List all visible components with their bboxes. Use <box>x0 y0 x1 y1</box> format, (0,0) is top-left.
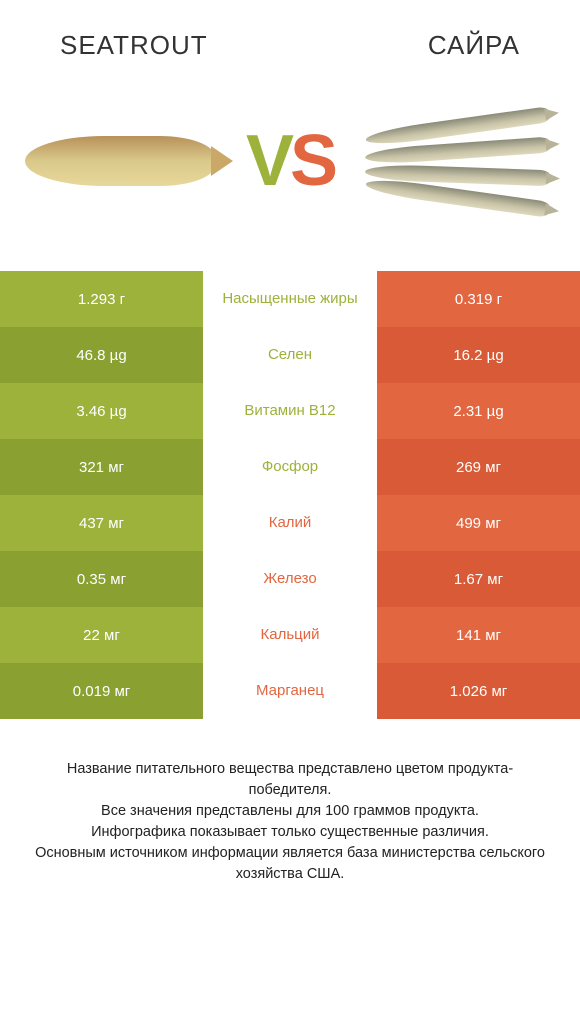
value-left: 437 мг <box>0 495 203 551</box>
value-right: 1.026 мг <box>377 663 580 719</box>
title-right: САЙРА <box>428 30 520 61</box>
footer-notes: Название питательного вещества представл… <box>0 719 580 905</box>
vs-label: VS <box>246 120 334 202</box>
footer-line: Основным источником информации является … <box>30 843 550 885</box>
table-row: 0.35 мгЖелезо1.67 мг <box>0 551 580 607</box>
footer-line: Инфографика показывает только существенн… <box>30 822 550 843</box>
value-right: 0.319 г <box>377 271 580 327</box>
value-right: 141 мг <box>377 607 580 663</box>
saury-image <box>360 91 560 231</box>
nutrient-label: Железо <box>203 551 377 607</box>
value-left: 22 мг <box>0 607 203 663</box>
nutrient-label: Селен <box>203 327 377 383</box>
table-row: 437 мгКалий499 мг <box>0 495 580 551</box>
value-right: 1.67 мг <box>377 551 580 607</box>
table-row: 1.293 гНасыщенные жиры0.319 г <box>0 271 580 327</box>
value-left: 0.019 мг <box>0 663 203 719</box>
images-row: VS <box>0 71 580 271</box>
value-right: 269 мг <box>377 439 580 495</box>
value-left: 321 мг <box>0 439 203 495</box>
table-row: 321 мгФосфор269 мг <box>0 439 580 495</box>
seatrout-image <box>20 91 220 231</box>
table-row: 0.019 мгМарганец1.026 мг <box>0 663 580 719</box>
table-row: 22 мгКальций141 мг <box>0 607 580 663</box>
header: SEATROUT САЙРА <box>0 0 580 71</box>
value-right: 2.31 µg <box>377 383 580 439</box>
comparison-table: 1.293 гНасыщенные жиры0.319 г46.8 µgСеле… <box>0 271 580 719</box>
vs-v: V <box>246 120 290 202</box>
nutrient-label: Витамин B12 <box>203 383 377 439</box>
value-left: 0.35 мг <box>0 551 203 607</box>
footer-line: Название питательного вещества представл… <box>30 759 550 801</box>
value-right: 16.2 µg <box>377 327 580 383</box>
vs-s: S <box>290 120 334 202</box>
value-left: 46.8 µg <box>0 327 203 383</box>
footer-line: Все значения представлены для 100 граммо… <box>30 801 550 822</box>
value-left: 3.46 µg <box>0 383 203 439</box>
value-left: 1.293 г <box>0 271 203 327</box>
nutrient-label: Насыщенные жиры <box>203 271 377 327</box>
title-left: SEATROUT <box>60 30 208 61</box>
value-right: 499 мг <box>377 495 580 551</box>
nutrient-label: Марганец <box>203 663 377 719</box>
nutrient-label: Кальций <box>203 607 377 663</box>
nutrient-label: Фосфор <box>203 439 377 495</box>
table-row: 46.8 µgСелен16.2 µg <box>0 327 580 383</box>
table-row: 3.46 µgВитамин B122.31 µg <box>0 383 580 439</box>
nutrient-label: Калий <box>203 495 377 551</box>
